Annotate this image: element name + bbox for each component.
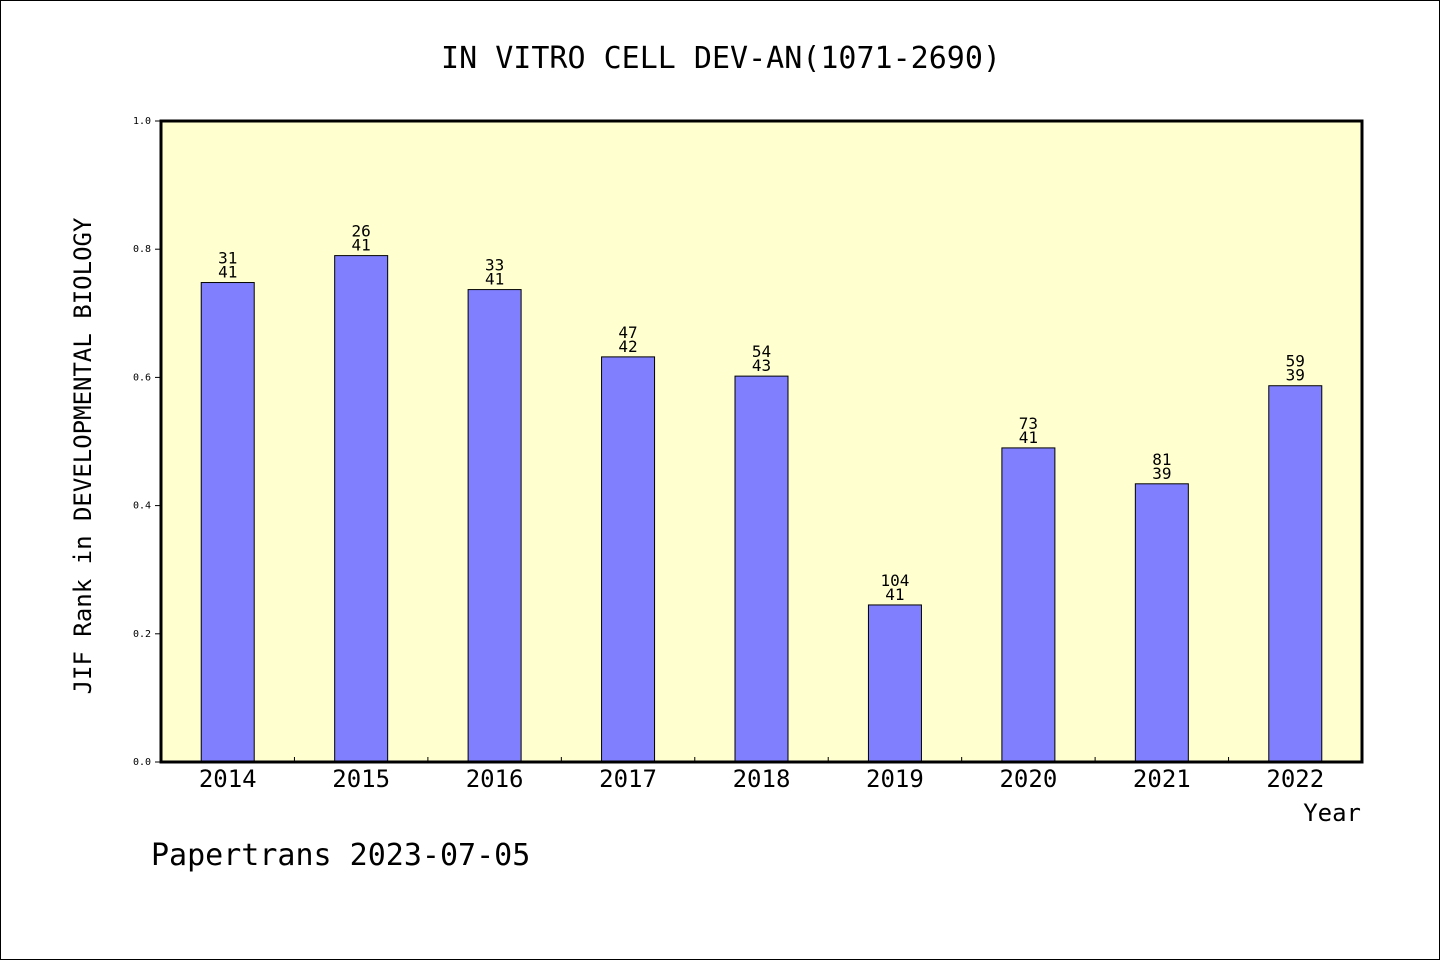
y-tick-label-5: 1.0 — [133, 116, 151, 127]
y-tick-label-2: 0.4 — [133, 501, 151, 512]
x-tick-label-2018: 2018 — [733, 765, 791, 793]
x-tick-label-2015: 2015 — [332, 765, 390, 793]
bar-2017 — [601, 356, 656, 763]
bar-2016 — [467, 289, 522, 763]
x-tick-label-2016: 2016 — [466, 765, 524, 793]
bar-total-label-2020: 41 — [1019, 428, 1038, 447]
bar-2022 — [1268, 385, 1323, 763]
y-axis: 0.0 0.2 0.4 0.6 0.8 1.0 — [133, 116, 161, 768]
bar-rank-label-2015: 26 — [352, 222, 371, 241]
bar-total-label-2017: 42 — [618, 337, 637, 356]
bars-group — [200, 255, 1323, 763]
plot-border — [159, 119, 1364, 764]
bar-total-label-2018: 43 — [752, 356, 771, 375]
bar-rank-label-2020: 73 — [1019, 414, 1038, 433]
bar-2019 — [867, 604, 922, 763]
y-axis-label: JIF Rank in DEVELOPMENTAL BIOLOGY — [69, 217, 97, 694]
y-tick-label-1: 0.2 — [133, 629, 151, 640]
bar-2020 — [1001, 447, 1056, 763]
footer-credit: Papertrans 2023-07-05 — [151, 838, 530, 873]
x-tick-label-2020: 2020 — [999, 765, 1057, 793]
bar-rank-label-2019: 104 — [880, 571, 909, 590]
bar-rank-label-2014: 31 — [218, 249, 237, 268]
bar-total-label-2016: 41 — [485, 270, 504, 289]
bar-2018 — [734, 375, 789, 763]
bar-rank-label-2016: 33 — [485, 256, 504, 275]
bar-rank-label-2022: 59 — [1286, 352, 1305, 371]
bar-2021 — [1134, 483, 1189, 763]
x-tick-label-2017: 2017 — [599, 765, 657, 793]
bar-rank-label-2021: 81 — [1152, 450, 1171, 469]
y-tick-label-0: 0.0 — [133, 757, 151, 768]
bar-2015 — [334, 255, 389, 763]
bar-total-label-2015: 41 — [352, 236, 371, 255]
chart-title: IN VITRO CELL DEV-AN(1071-2690) — [441, 41, 1001, 76]
y-tick-label-3: 0.6 — [133, 372, 151, 383]
x-tick-label-2014: 2014 — [199, 765, 257, 793]
x-tick-label-2022: 2022 — [1266, 765, 1324, 793]
bar-2014 — [200, 282, 255, 763]
x-axis: 2014 2015 2016 2017 2018 2019 2020 2021 2022 — [199, 757, 1324, 793]
bar-rank-label-2018: 54 — [752, 342, 771, 361]
bar-total-label-2021: 39 — [1152, 464, 1171, 483]
x-tick-label-2019: 2019 — [866, 765, 924, 793]
bar-total-label-2022: 39 — [1286, 366, 1305, 385]
bar-total-label-2014: 41 — [218, 263, 237, 282]
x-tick-label-2021: 2021 — [1133, 765, 1191, 793]
bar-rank-label-2017: 47 — [618, 323, 637, 342]
bar-total-label-2019: 41 — [885, 585, 904, 604]
x-axis-label: Year — [1303, 799, 1361, 827]
y-tick-label-4: 0.8 — [133, 244, 151, 255]
